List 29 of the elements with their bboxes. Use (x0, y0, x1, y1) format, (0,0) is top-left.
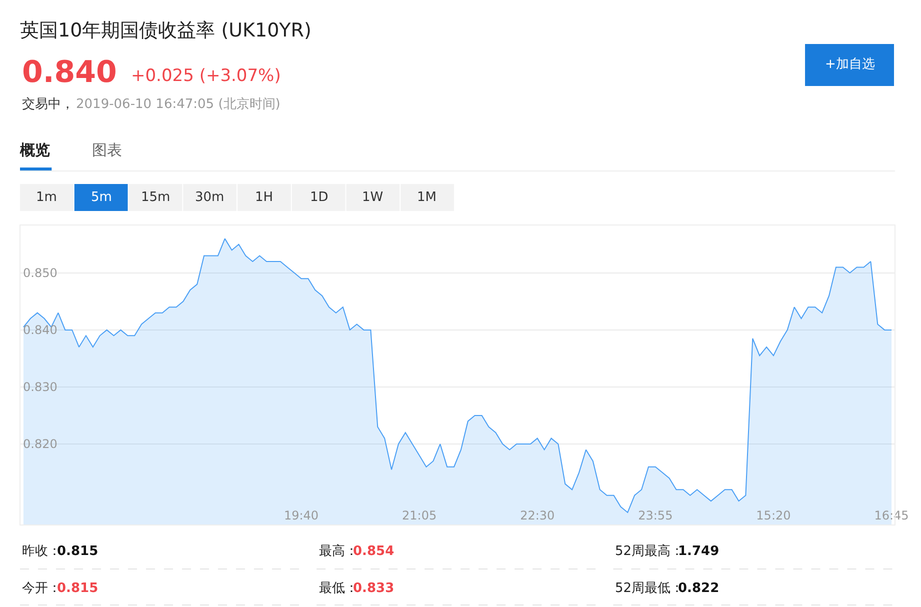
y-tick-label: 0.850 (23, 266, 58, 280)
text: 30m (195, 190, 224, 205)
text: 交易中， (22, 96, 74, 112)
y-tick-label: 0.820 (23, 437, 58, 452)
text: 0.833 (353, 581, 394, 596)
text: 1D (310, 190, 328, 205)
text: +加自选 (825, 57, 875, 72)
x-tick-label: 19:40 (284, 508, 319, 523)
text: +0.025 (+3.07%) (131, 66, 281, 86)
text: 15m (141, 190, 170, 205)
text: 5m (91, 190, 112, 205)
text: 1m (36, 190, 57, 205)
text: 1.749 (678, 544, 720, 559)
x-tick-label: 23:55 (638, 508, 673, 523)
text: 0.854 (353, 544, 394, 559)
text: 概览 (19, 141, 50, 159)
text: 1M (417, 190, 436, 205)
x-tick-label: 21:05 (402, 508, 437, 523)
y-tick-label: 0.830 (23, 380, 58, 394)
text: 图表 (92, 141, 122, 159)
chart-title: 英国10年期国债收益率 (UK10YR) (20, 20, 312, 42)
text: 0.822 (678, 581, 720, 596)
x-tick-label: 15:20 (756, 508, 791, 523)
x-tick-label: 22:30 (520, 508, 555, 523)
text: 2019-06-10 16:47:05 (北京时间) (76, 97, 280, 112)
x-tick-label: 16:45 (874, 508, 909, 523)
text: 1W (362, 190, 384, 205)
y-tick-label: 0.840 (23, 323, 58, 338)
text: 1H (255, 190, 274, 205)
